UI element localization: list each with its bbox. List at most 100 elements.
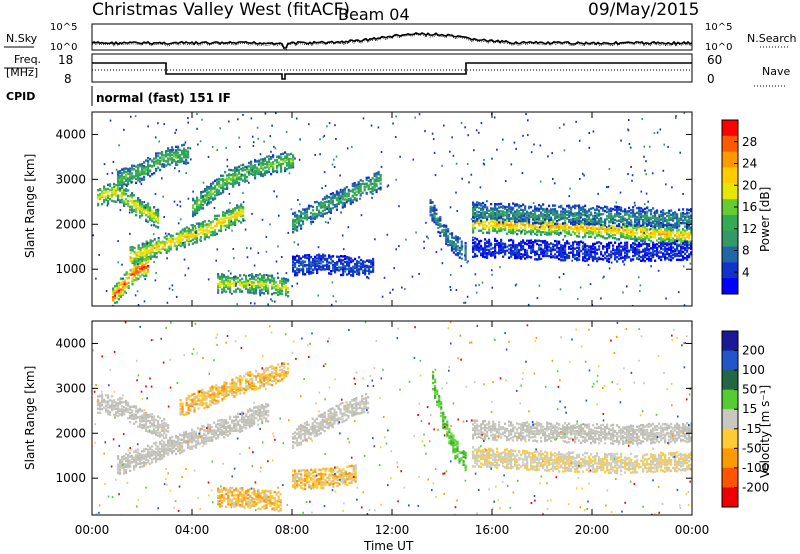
range-cell [274,147,277,150]
range-cell [129,205,132,208]
range-cell [604,224,607,227]
range-cell [147,171,150,175]
range-cell [636,243,639,247]
range-cell [658,220,661,223]
range-cell [103,163,106,166]
range-cell [590,230,593,234]
range-cell [117,289,120,292]
range-cell [131,257,134,260]
range-cell [211,220,215,223]
range-cell [179,155,182,158]
range-cell [598,245,601,248]
range-cell [151,246,154,249]
range-cell [311,214,315,217]
range-cell [640,207,643,210]
range-cell [157,155,160,158]
range-cell [305,216,309,219]
range-cell [129,176,132,179]
range-cell [371,182,374,185]
range-cell [554,229,557,233]
range-cell [429,205,432,209]
range-cell [642,219,645,222]
range-cell [162,195,164,198]
range-cell [153,221,156,224]
range-cell [356,267,359,270]
range-cell [143,267,146,270]
range-cell [113,189,116,193]
range-cell [373,186,376,189]
range-cell [342,263,345,267]
range-cell [137,244,140,247]
range-cell [546,209,549,213]
range-cell [280,170,283,173]
range-cell [675,117,677,119]
range-cell [492,215,495,218]
range-cell [179,218,182,221]
range-cell [318,256,321,260]
range-cell [554,212,557,215]
range-cell [210,201,213,204]
range-cell [524,208,527,211]
range-cell [325,200,328,203]
range-cell [133,175,136,178]
range-cell [512,242,515,246]
range-cell [616,260,619,263]
range-cell [129,194,132,198]
range-cell [139,248,142,252]
range-cell [353,196,356,200]
range-cell [131,277,134,280]
range-cell [359,192,362,196]
range-cell [347,197,350,201]
range-cell [300,219,303,222]
range-cell [161,156,164,160]
range-cell [616,251,619,254]
range-cell [630,215,633,218]
range-cell [644,249,647,252]
range-cell [560,213,563,216]
range-cell [658,214,661,217]
range-cell [429,201,432,204]
range-cell [214,190,217,194]
range-cell [137,198,140,201]
range-cell [288,172,291,175]
range-cell [309,220,313,224]
range-cell [174,131,176,134]
range-cell [492,247,495,250]
range-cell [628,256,631,259]
range-cell [227,210,231,213]
range-cell [153,212,156,215]
range-cell [466,163,469,165]
range-cell [143,249,146,252]
range-cell [210,197,213,200]
range-cell [496,213,499,216]
range-cell [536,209,539,212]
range-cell [578,252,581,255]
range-cell [634,219,637,222]
range-cell [123,183,126,186]
range-cell [452,241,455,244]
range-cell [332,255,335,258]
range-cell [578,246,581,250]
range-cell [235,281,238,284]
range-cell [139,267,142,270]
range-cell [287,291,290,294]
range-cell [662,248,665,251]
range-cell [558,215,561,218]
range-cell [272,162,275,166]
range-cell [260,161,263,164]
range-cell [153,246,156,250]
range-cell [230,220,233,223]
range-cell [646,216,649,219]
range-cell [690,229,692,232]
range-cell [143,263,146,267]
range-cell [588,223,591,226]
range-cell [658,225,661,229]
range-cell [504,218,507,222]
range-cell [524,250,527,253]
range-cell [588,253,591,256]
range-cell [266,162,269,166]
range-cell [513,141,516,144]
range-cell [522,253,525,256]
range-cell [219,226,223,230]
range-cell [313,217,317,220]
